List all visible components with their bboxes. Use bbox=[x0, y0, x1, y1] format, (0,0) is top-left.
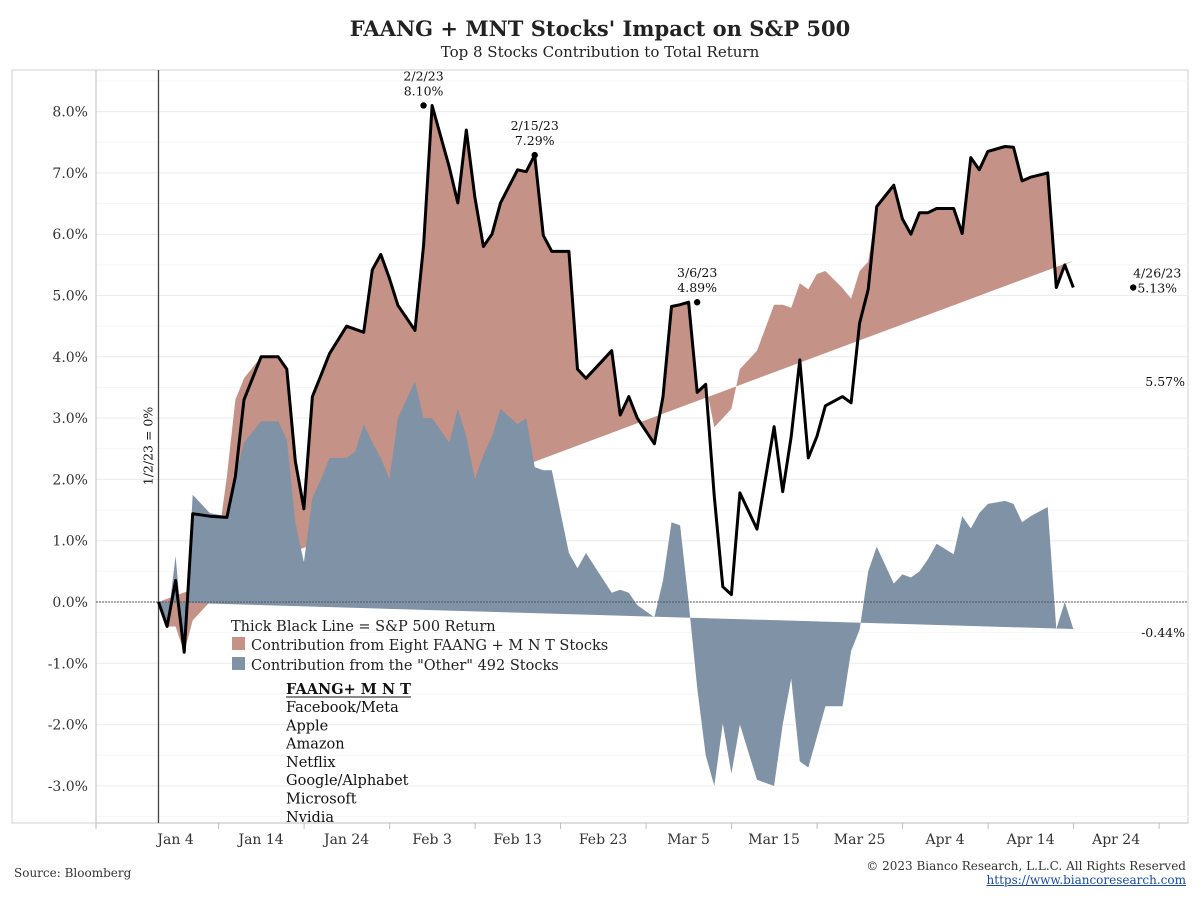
source-note: Source: Bloomberg bbox=[14, 866, 132, 880]
y-tick-label: 7.0% bbox=[52, 166, 88, 182]
x-tick-label: Apr 24 bbox=[1091, 832, 1140, 848]
y-tick-label: 5.0% bbox=[52, 289, 88, 305]
legend-faang-swatch bbox=[232, 637, 245, 650]
annotation-dot bbox=[420, 102, 427, 109]
x-tick-label: Feb 3 bbox=[412, 832, 452, 848]
legend-faang-entry: Contribution from Eight FAANG + M N T St… bbox=[251, 638, 608, 654]
legend: Thick Black Line = S&P 500 Return Contrib… bbox=[231, 619, 608, 674]
y-tick-label: 1.0% bbox=[52, 534, 88, 550]
y-tick-label: -2.0% bbox=[48, 718, 88, 734]
x-tick-label: Apr 4 bbox=[925, 832, 965, 848]
annotation-date: 2/2/23 bbox=[403, 68, 443, 83]
chart-title: FAANG + MNT Stocks' Impact on S&P 500 bbox=[349, 16, 851, 41]
y-tick-label: 3.0% bbox=[52, 411, 88, 427]
annotation-date: 4/26/23 bbox=[1133, 266, 1181, 281]
website-link[interactable]: https://www.biancoresearch.com bbox=[986, 873, 1186, 887]
annotation-dot bbox=[531, 151, 538, 159]
stock-list-item: Facebook/Meta bbox=[286, 700, 399, 716]
other-end-label: -0.44% bbox=[1141, 625, 1185, 640]
stock-list-item: Microsoft bbox=[286, 792, 357, 808]
annotation-value: 5.13% bbox=[1137, 281, 1177, 296]
faang-end-label: 5.57% bbox=[1145, 374, 1185, 389]
annotation-value: 8.10% bbox=[404, 83, 444, 98]
x-tick-label: Mar 15 bbox=[748, 832, 800, 848]
legend-other-entry: Contribution from the "Other" 492 Stocks bbox=[251, 658, 559, 674]
y-tick-label: -1.0% bbox=[48, 656, 88, 672]
start-date-label: 1/2/23 = 0% bbox=[141, 407, 156, 486]
annotation-date: 3/6/23 bbox=[677, 265, 717, 280]
annotation-dot bbox=[693, 299, 701, 306]
y-tick-label: 2.0% bbox=[52, 472, 88, 488]
y-tick-label: 4.0% bbox=[52, 350, 88, 366]
annotation-dot bbox=[1130, 284, 1137, 291]
copyright-block: © 2023 Bianco Research, L.L.C. All Right… bbox=[866, 859, 1186, 887]
annotation-value: 4.89% bbox=[677, 280, 717, 295]
legend-line-entry: Thick Black Line = S&P 500 Return bbox=[231, 619, 496, 635]
x-tick-label: Jan 14 bbox=[236, 832, 283, 848]
copyright-text: © 2023 Bianco Research, L.L.C. All Right… bbox=[866, 859, 1186, 873]
stock-list-item: Google/Alphabet bbox=[286, 773, 409, 789]
x-tick-label: Mar 25 bbox=[834, 832, 886, 848]
sp500-return-line bbox=[157, 104, 1075, 654]
y-tick-label: 0.0% bbox=[52, 595, 88, 611]
y-tick-label: 6.0% bbox=[52, 227, 88, 243]
x-tick-label: Feb 23 bbox=[579, 832, 627, 848]
stock-list-item: Netflix bbox=[286, 755, 336, 771]
x-tick-label: Apr 14 bbox=[1006, 832, 1055, 848]
y-tick-label: 8.0% bbox=[52, 105, 88, 121]
y-tick-label: -3.0% bbox=[48, 779, 88, 795]
x-tick-label: Jan 24 bbox=[322, 832, 369, 848]
x-tick-label: Mar 5 bbox=[667, 832, 710, 848]
stock-list-item: Nvidia bbox=[286, 810, 334, 826]
stock-list: FAANG+ M N T Facebook/Meta Apple Amazon Netf… bbox=[285, 681, 411, 826]
annotation-value: 7.29% bbox=[515, 133, 555, 148]
stock-list-item: Apple bbox=[285, 718, 328, 734]
legend-other-swatch bbox=[232, 657, 245, 670]
chart-subtitle: Top 8 Stocks Contribution to Total Retur… bbox=[440, 43, 760, 61]
stock-list-item: Amazon bbox=[285, 737, 345, 753]
other-contribution-area bbox=[158, 381, 1074, 786]
x-tick-label: Feb 13 bbox=[493, 832, 541, 848]
x-tick-label: Jan 4 bbox=[155, 832, 193, 848]
annotation-date: 2/15/23 bbox=[511, 118, 559, 133]
stock-list-heading: FAANG+ M N T bbox=[286, 681, 411, 698]
